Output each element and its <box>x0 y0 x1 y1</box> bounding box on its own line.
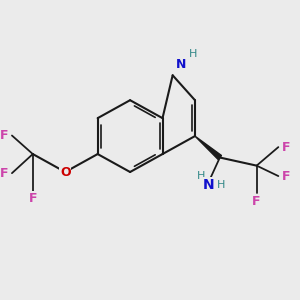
Text: F: F <box>28 192 37 205</box>
Text: F: F <box>282 141 291 154</box>
Text: N: N <box>203 178 215 192</box>
Text: H: H <box>217 180 226 190</box>
Text: F: F <box>282 169 291 183</box>
Text: H: H <box>197 171 205 181</box>
Text: H: H <box>189 50 197 59</box>
Text: O: O <box>60 166 70 178</box>
Polygon shape <box>195 136 221 160</box>
Text: F: F <box>252 195 261 208</box>
Text: F: F <box>0 129 8 142</box>
Text: N: N <box>176 58 187 71</box>
Text: F: F <box>0 167 8 180</box>
